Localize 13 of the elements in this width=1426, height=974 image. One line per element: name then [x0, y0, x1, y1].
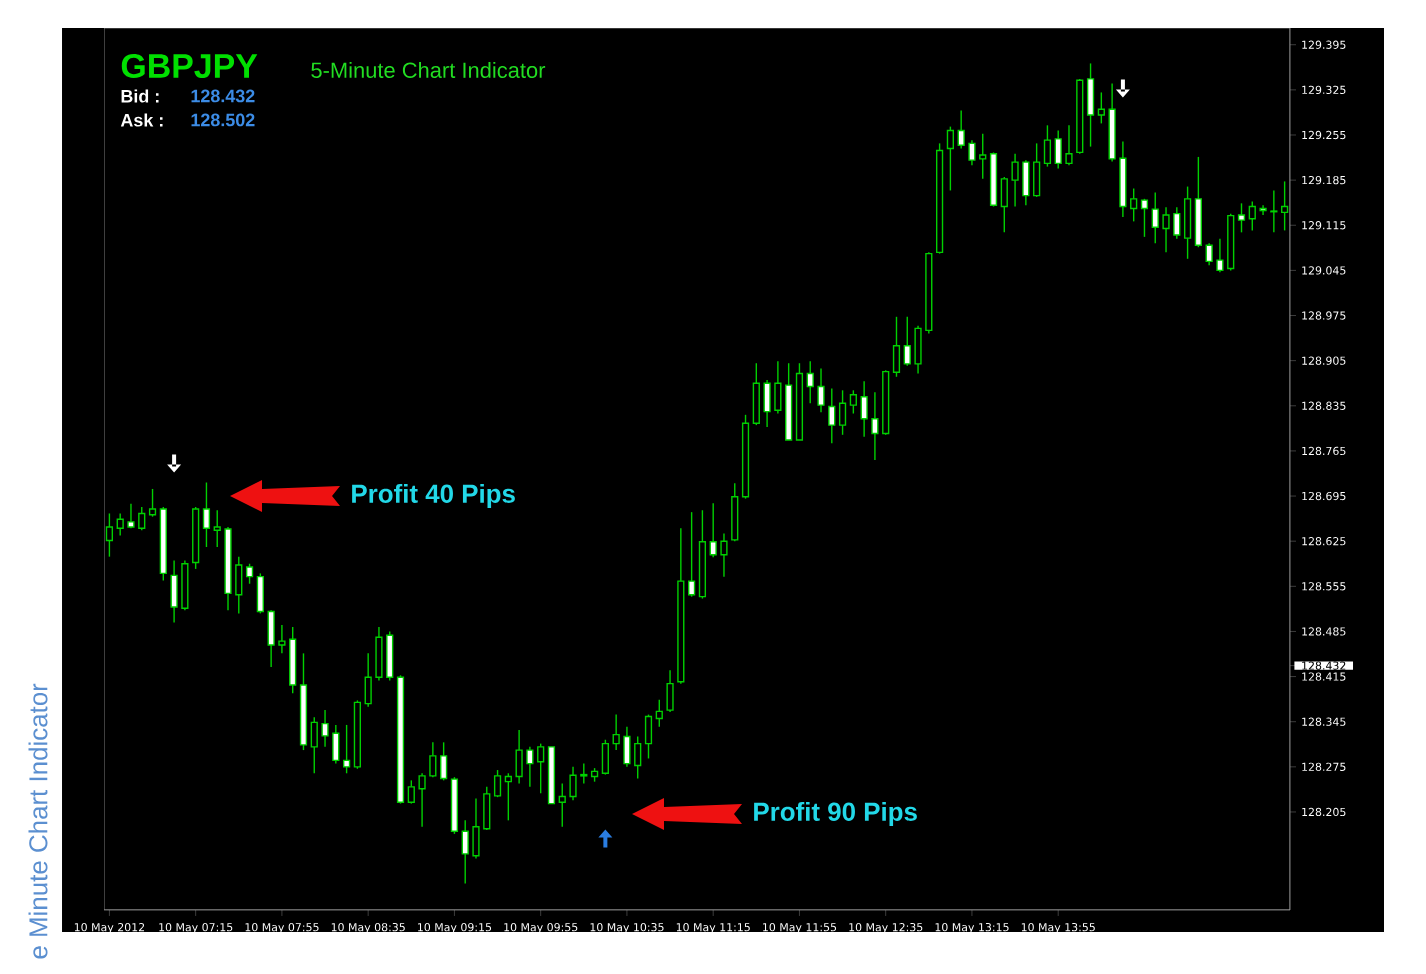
annotation: Profit 90 Pips — [754, 801, 917, 827]
annotation: Ask : — [120, 113, 163, 127]
text: 5-Minute Chart Indicator — [311, 61, 546, 79]
candlestick — [1281, 180, 1289, 232]
text: e Minute Chart Indicator — [28, 683, 48, 959]
annotation: Profit 40 Pips — [352, 483, 515, 509]
candlestick — [202, 481, 211, 548]
candlestick — [677, 527, 685, 685]
annotation: 128.432 — [191, 89, 255, 103]
text: GBPJPY — [121, 53, 258, 78]
candlestick — [828, 387, 836, 444]
annotation: Bid : — [121, 89, 159, 103]
annotation: 128.502 — [191, 113, 255, 127]
